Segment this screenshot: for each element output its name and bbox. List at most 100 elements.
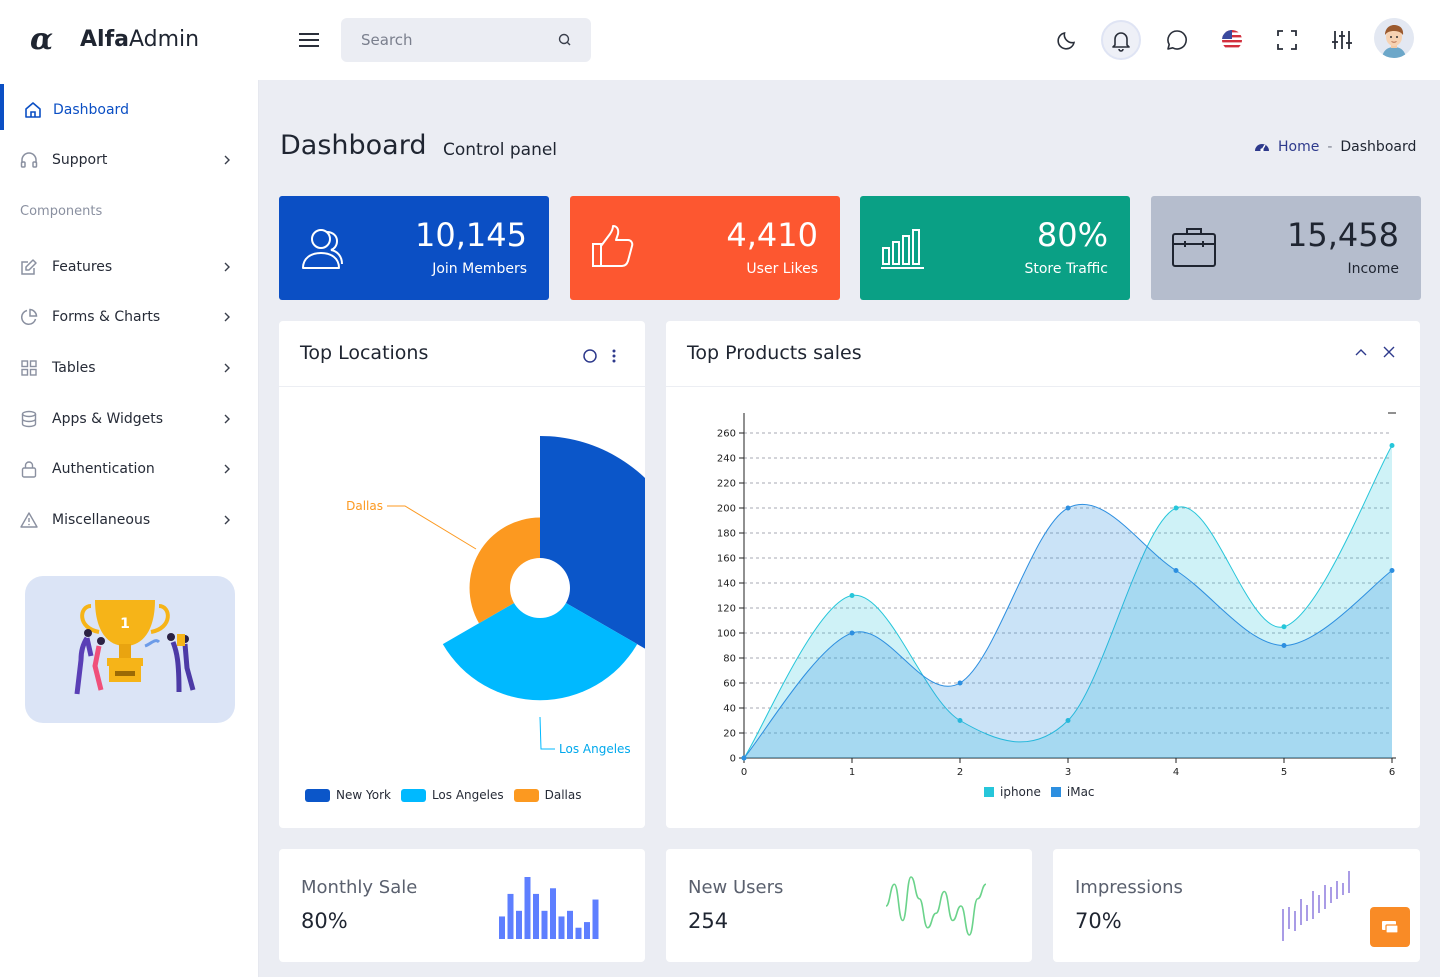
breadcrumb-separator: -: [1327, 139, 1333, 155]
sidebar-item-apps-widgets[interactable]: Apps & Widgets: [0, 396, 259, 442]
sidebar-item-dashboard[interactable]: Dashboard: [0, 87, 259, 133]
stat-card-traffic[interactable]: 80% Store Traffic: [860, 196, 1130, 300]
sidebar-item-features[interactable]: Features: [0, 244, 259, 290]
refresh-icon[interactable]: [582, 348, 598, 364]
search-icon[interactable]: [558, 33, 572, 47]
close-icon[interactable]: [1382, 345, 1396, 359]
data-point-imac[interactable]: [849, 630, 855, 636]
sidebar-item-support[interactable]: Support: [0, 137, 259, 183]
sidebar-item-miscellaneous[interactable]: Miscellaneous: [0, 497, 259, 543]
thumbs-up-icon: [592, 225, 634, 267]
page-title: Dashboard: [280, 130, 427, 161]
data-point-iphone[interactable]: [1173, 505, 1179, 511]
chevron-right-icon: [224, 262, 230, 272]
briefcase-icon: [1172, 228, 1216, 267]
stat-card-income[interactable]: 15,458 Income: [1151, 196, 1421, 300]
stat-card-likes[interactable]: 4,410 User Likes: [570, 196, 840, 300]
panel-header: Top Products sales: [666, 321, 1420, 387]
data-point-iphone[interactable]: [1065, 718, 1071, 723]
pie-center-hole: [510, 558, 570, 618]
data-point-imac[interactable]: [1389, 568, 1395, 573]
y-tick-label: 220: [717, 479, 736, 490]
section-label-components: Components: [20, 204, 103, 219]
menu-toggle-icon[interactable]: [298, 29, 320, 51]
legend-item-imac[interactable]: iMac: [1050, 785, 1095, 799]
fullscreen-icon[interactable]: [1275, 28, 1299, 52]
sidebar-item-forms-charts[interactable]: Forms & Charts: [0, 294, 259, 340]
data-point-iphone[interactable]: [1281, 624, 1287, 630]
chevron-right-icon: [224, 363, 230, 373]
sidebar-item-authentication[interactable]: Authentication: [0, 446, 259, 492]
sidebar-item-tables[interactable]: Tables: [0, 345, 259, 391]
search-input[interactable]: [341, 18, 551, 62]
monthly-sale-card: Monthly Sale 80%: [279, 849, 645, 962]
spark-bar: [541, 910, 548, 939]
sidebar-item-label: Forms & Charts: [52, 309, 161, 325]
data-point-imac[interactable]: [1173, 568, 1179, 573]
y-tick-label: 180: [717, 529, 736, 540]
mini-stat-value: 254: [688, 909, 729, 933]
logo[interactable]: α AlfaAdmin: [30, 22, 199, 57]
x-tick-label: 6: [1389, 767, 1395, 778]
spark-bar: [584, 922, 590, 939]
stat-label: Store Traffic: [1024, 261, 1108, 277]
sidebar: Dashboard Support Components Features Fo…: [0, 80, 259, 977]
stat-value: 15,458: [1287, 216, 1399, 254]
legend-item-los-angeles[interactable]: Los Angeles: [400, 788, 504, 802]
area-fill-imac: [744, 504, 1392, 758]
legend-swatch: [513, 788, 539, 802]
data-point-iphone[interactable]: [849, 593, 855, 598]
mini-stat-title: New Users: [688, 877, 784, 898]
pie-slice-los-angeles[interactable]: [442, 588, 638, 701]
new-users-card: New Users 254: [666, 849, 1032, 962]
collapse-icon[interactable]: [1354, 346, 1368, 360]
top-locations-panel: Top Locations Dallas Los Angeles New Yor…: [279, 321, 645, 828]
edit-icon: [21, 259, 37, 275]
chat-launcher-button[interactable]: [1370, 907, 1410, 947]
data-point-imac[interactable]: [957, 680, 963, 686]
legend-item-dallas[interactable]: Dallas: [513, 788, 582, 802]
bell-icon: [1112, 32, 1130, 52]
chevron-right-icon: [224, 464, 230, 474]
settings-sliders-icon[interactable]: [1330, 28, 1354, 52]
legend-item-new-york[interactable]: New York: [305, 788, 391, 802]
y-tick-label: 160: [717, 554, 736, 565]
monthly-sale-sparkbar: [499, 877, 599, 939]
users-icon: [302, 229, 343, 269]
sidebar-item-label: Tables: [52, 360, 96, 376]
spark-bar: [499, 916, 505, 939]
data-point-imac[interactable]: [741, 755, 747, 761]
spark-bar: [507, 893, 514, 939]
stat-card-members[interactable]: 10,145 Join Members: [279, 196, 549, 300]
more-options-icon[interactable]: [610, 348, 618, 364]
data-point-imac[interactable]: [1281, 643, 1287, 648]
chevron-right-icon: [224, 515, 230, 525]
legend-item-iphone[interactable]: iphone: [984, 785, 1041, 799]
mini-stat-title: Impressions: [1075, 877, 1183, 898]
promo-card: 1: [25, 576, 235, 723]
chat-icon[interactable]: [1165, 28, 1189, 52]
stat-value: 4,410: [726, 216, 818, 254]
breadcrumb: Home - Dashboard: [1254, 139, 1416, 155]
top-header: α AlfaAdmin: [0, 0, 1440, 80]
user-avatar[interactable]: [1374, 18, 1414, 58]
impressions-sparkline: [1282, 871, 1350, 941]
y-tick-label: 40: [723, 704, 736, 715]
stat-label: User Likes: [746, 261, 818, 277]
notifications-button[interactable]: [1101, 20, 1141, 60]
y-tick-label: 100: [717, 629, 736, 640]
mini-stat-value: 80%: [301, 909, 348, 933]
pie-label-dallas: Dallas: [346, 499, 383, 513]
legend-swatch: [1050, 787, 1061, 797]
breadcrumb-home[interactable]: Home: [1278, 139, 1320, 155]
data-point-iphone[interactable]: [1389, 443, 1395, 448]
data-point-iphone[interactable]: [957, 718, 963, 723]
dallas-leader-line: [387, 505, 477, 550]
y-tick-label: 260: [717, 429, 736, 440]
data-point-imac[interactable]: [1065, 505, 1071, 511]
pie-chart-icon: [21, 308, 38, 325]
area-legend: iphone iMac: [984, 785, 1105, 799]
us-flag-icon[interactable]: [1220, 28, 1244, 52]
dark-mode-icon[interactable]: [1055, 28, 1079, 52]
avatar-image: [1374, 18, 1414, 58]
